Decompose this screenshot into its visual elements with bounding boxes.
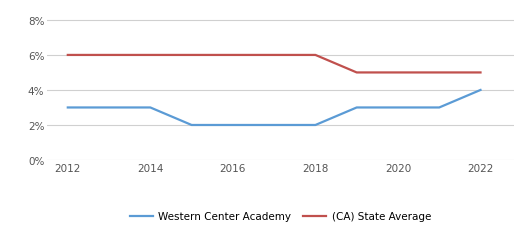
Western Center Academy — [189, 124, 195, 127]
Western Center Academy — [64, 107, 71, 109]
(CA) State Average — [230, 54, 236, 57]
Line: Western Center Academy: Western Center Academy — [68, 90, 481, 125]
(CA) State Average — [271, 54, 277, 57]
(CA) State Average — [436, 72, 442, 74]
(CA) State Average — [477, 72, 484, 74]
Western Center Academy — [271, 124, 277, 127]
(CA) State Average — [147, 54, 154, 57]
(CA) State Average — [354, 72, 360, 74]
(CA) State Average — [395, 72, 401, 74]
(CA) State Average — [312, 54, 319, 57]
Western Center Academy — [436, 107, 442, 109]
Western Center Academy — [230, 124, 236, 127]
(CA) State Average — [64, 54, 71, 57]
Western Center Academy — [477, 89, 484, 92]
Western Center Academy — [354, 107, 360, 109]
Western Center Academy — [312, 124, 319, 127]
Line: (CA) State Average: (CA) State Average — [68, 56, 481, 73]
Western Center Academy — [395, 107, 401, 109]
Western Center Academy — [147, 107, 154, 109]
Legend: Western Center Academy, (CA) State Average: Western Center Academy, (CA) State Avera… — [130, 212, 431, 221]
Western Center Academy — [106, 107, 112, 109]
(CA) State Average — [106, 54, 112, 57]
(CA) State Average — [189, 54, 195, 57]
